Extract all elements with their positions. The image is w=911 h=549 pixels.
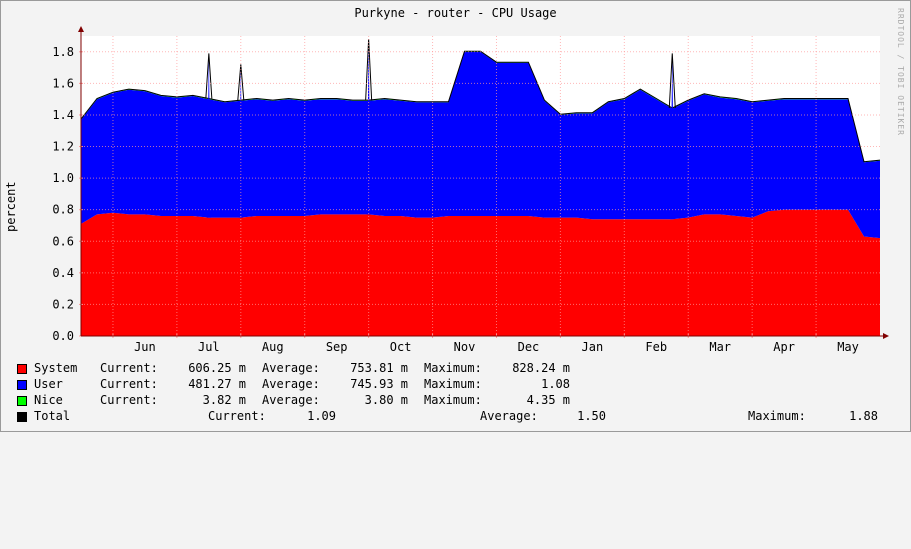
- legend-row-nice: Nice Current: 3.82 m Average: 3.80 m Max…: [16, 393, 896, 409]
- maximum-value: 4.35 m: [526, 393, 570, 407]
- total-average-value: 1.50: [577, 409, 606, 423]
- spike-line: [237, 64, 245, 101]
- cpu-usage-chart: 0.0 0.2 0.4 0.6 0.8 1.0 1.2 1.4 1.6 1.8 Jun Jul Aug S…: [52, 26, 889, 354]
- y-tick-label: 1.2: [52, 140, 74, 154]
- average-label: Average:: [262, 393, 320, 407]
- maximum-label: Maximum:: [424, 377, 482, 391]
- legend-name: Total: [34, 409, 71, 423]
- spike-area: [670, 53, 675, 220]
- average-value: 745.93 m: [350, 377, 408, 391]
- total-swatch: [17, 412, 27, 422]
- y-tick-label: 0.8: [52, 203, 74, 217]
- legend: System Current: 606.25 m Average: 753.81…: [16, 361, 896, 425]
- x-tick-label: Mar: [709, 340, 731, 354]
- average-label: Average:: [262, 361, 320, 375]
- total-current-value: 1.09: [307, 409, 336, 423]
- legend-name: User: [34, 377, 63, 391]
- total-average-label: Average:: [480, 409, 538, 423]
- x-axis-arrow: [883, 333, 889, 339]
- legend-row-user: User Current: 481.27 m Average: 745.93 m…: [16, 377, 896, 393]
- legend-name: Nice: [34, 393, 63, 407]
- user-swatch: [17, 380, 27, 390]
- current-label: Current:: [100, 393, 158, 407]
- x-tick-label: Dec: [518, 340, 540, 354]
- spike-area: [206, 53, 211, 218]
- maximum-label: Maximum:: [424, 361, 482, 375]
- y-axis-arrow: [78, 26, 84, 32]
- system-swatch: [17, 364, 27, 374]
- x-tick-label: Jul: [198, 340, 220, 354]
- series-line-total: [80, 50, 881, 163]
- current-value: 606.25 m: [188, 361, 246, 375]
- y-tick-label: 1.0: [52, 171, 74, 185]
- x-tick-label: Apr: [773, 340, 795, 354]
- chart-title: Purkyne - router - CPU Usage: [354, 6, 557, 20]
- x-tick-label: Jun: [134, 340, 156, 354]
- total-maximum-value: 1.88: [849, 409, 878, 423]
- y-tick-label: 0.0: [52, 329, 74, 343]
- total-maximum-label: Maximum:: [748, 409, 806, 423]
- series-area-user: [81, 51, 880, 239]
- y-tick-label: 1.4: [52, 108, 74, 122]
- x-tick-label: Jan: [582, 340, 604, 354]
- x-tick-label: May: [837, 340, 859, 354]
- current-label: Current:: [100, 361, 158, 375]
- y-tick-label: 0.4: [52, 266, 74, 280]
- y-tick-label: 1.8: [52, 45, 74, 59]
- y-tick-label: 0.2: [52, 297, 74, 311]
- current-label: Current:: [100, 377, 158, 391]
- x-tick-label: Aug: [262, 340, 284, 354]
- average-value: 753.81 m: [350, 361, 408, 375]
- total-current-label: Current:: [208, 409, 266, 423]
- spike-line: [668, 53, 676, 109]
- x-tick-label: Oct: [390, 340, 412, 354]
- current-value: 3.82 m: [202, 393, 246, 407]
- nice-swatch: [17, 396, 27, 406]
- maximum-value: 828.24 m: [512, 361, 570, 375]
- y-tick-label: 0.6: [52, 234, 74, 248]
- maximum-value: 1.08: [541, 377, 570, 391]
- average-label: Average:: [262, 377, 320, 391]
- x-tick-label: Feb: [645, 340, 667, 354]
- current-value: 481.27 m: [188, 377, 246, 391]
- maximum-label: Maximum:: [424, 393, 482, 407]
- average-value: 3.80 m: [364, 393, 408, 407]
- legend-name: System: [34, 361, 78, 375]
- y-tick-label: 1.6: [52, 76, 74, 90]
- legend-row-system: System Current: 606.25 m Average: 753.81…: [16, 361, 896, 377]
- watermark: RRDTOOL / TOBI OETIKER: [896, 8, 905, 136]
- legend-row-total: Total Current: 1.09 Average: 1.50 Maximu…: [16, 409, 896, 425]
- x-tick-label: Sep: [326, 340, 348, 354]
- x-tick-label: Nov: [454, 340, 476, 354]
